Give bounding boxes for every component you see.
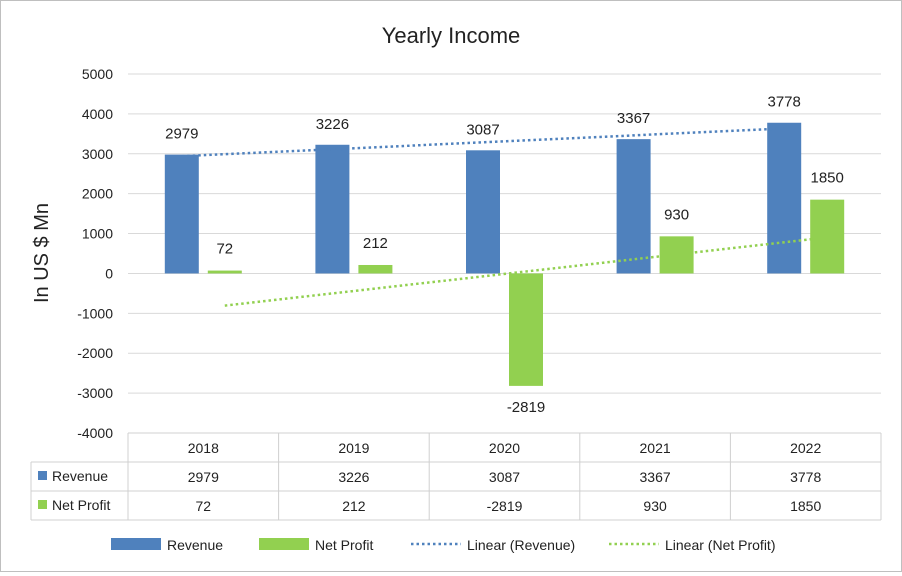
- bar-revenue: [767, 122, 802, 274]
- y-tick-label: -1000: [77, 305, 113, 321]
- bar-net-profit: [207, 270, 242, 274]
- data-label-net-profit: 72: [216, 241, 233, 258]
- data-labels: 2979 72 3226 212 3087 -2819 3367 930 3778 1850: [165, 94, 844, 416]
- y-tick-labels: 5000 4000 3000 2000 1000 0 -1000 -2000 -3000 -400…: [77, 66, 113, 441]
- data-label-revenue: 3087: [466, 121, 499, 138]
- data-label-revenue: 3367: [617, 110, 650, 127]
- data-label-net-profit: 212: [363, 235, 388, 252]
- x-tick-label: 2021: [640, 440, 671, 456]
- y-tick-label: -3000: [77, 385, 113, 401]
- trendline: [181, 127, 785, 158]
- trendlines: [181, 127, 828, 307]
- data-label-net-profit: 1850: [811, 170, 844, 187]
- data-table: 2018 2019 2020 2021 2022 Revenue 2979 3226 3087 3…: [30, 432, 882, 521]
- bar-revenue: [164, 154, 199, 274]
- table-cell: 212: [342, 498, 366, 514]
- data-label-net-profit: -2819: [507, 399, 545, 416]
- table-cell: 3226: [338, 469, 369, 485]
- data-label-revenue: 3778: [768, 94, 801, 111]
- chart-title: Yearly Income: [382, 23, 521, 48]
- x-tick-label: 2020: [489, 440, 520, 456]
- bar-net-profit: [509, 273, 543, 386]
- table-cell: -2819: [487, 498, 523, 514]
- y-tick-label: 0: [105, 265, 113, 281]
- legend-label: Net Profit: [315, 537, 373, 553]
- table-cell: 2979: [188, 469, 219, 485]
- bar-revenue: [315, 144, 350, 274]
- bar-revenue: [466, 150, 500, 274]
- bar-net-profit: [810, 199, 845, 274]
- table-cell: 72: [196, 498, 212, 514]
- table-legend-key: [38, 500, 47, 509]
- table-cell: 1850: [790, 498, 821, 514]
- legend-label: Revenue: [167, 537, 223, 553]
- bars: [164, 122, 845, 386]
- table-cell: 3367: [640, 469, 671, 485]
- legend: Revenue Net Profit Linear (Revenue) Linear …: [111, 537, 775, 553]
- y-tick-label: 3000: [82, 146, 113, 162]
- trendline: [224, 236, 828, 307]
- y-tick-label: 2000: [82, 186, 113, 202]
- y-tick-label: -2000: [77, 345, 113, 361]
- table-legend-key: [38, 471, 47, 480]
- y-tick-label: -4000: [77, 425, 113, 441]
- bar-revenue: [616, 139, 651, 274]
- y-tick-label: 4000: [82, 106, 113, 122]
- x-tick-label: 2019: [338, 440, 369, 456]
- data-label-revenue: 2979: [165, 126, 198, 143]
- table-cell: 3087: [489, 469, 520, 485]
- data-label-revenue: 3226: [316, 116, 349, 133]
- y-tick-label: 5000: [82, 66, 113, 82]
- bar-net-profit: [659, 236, 694, 274]
- legend-label: Linear (Net Profit): [665, 537, 775, 553]
- y-axis-label: In US $ Mn: [31, 203, 53, 303]
- x-tick-label: 2018: [188, 440, 219, 456]
- data-label-net-profit: 930: [664, 206, 689, 223]
- table-cell: 3778: [790, 469, 821, 485]
- table-series-name: Revenue: [52, 468, 108, 484]
- legend-key: [259, 538, 309, 550]
- legend-label: Linear (Revenue): [467, 537, 575, 553]
- table-cell: 930: [643, 498, 667, 514]
- y-tick-label: 1000: [82, 226, 113, 242]
- x-tick-label: 2022: [790, 440, 821, 456]
- table-series-name: Net Profit: [52, 497, 110, 513]
- bar-net-profit: [358, 264, 393, 274]
- legend-key: [111, 538, 161, 550]
